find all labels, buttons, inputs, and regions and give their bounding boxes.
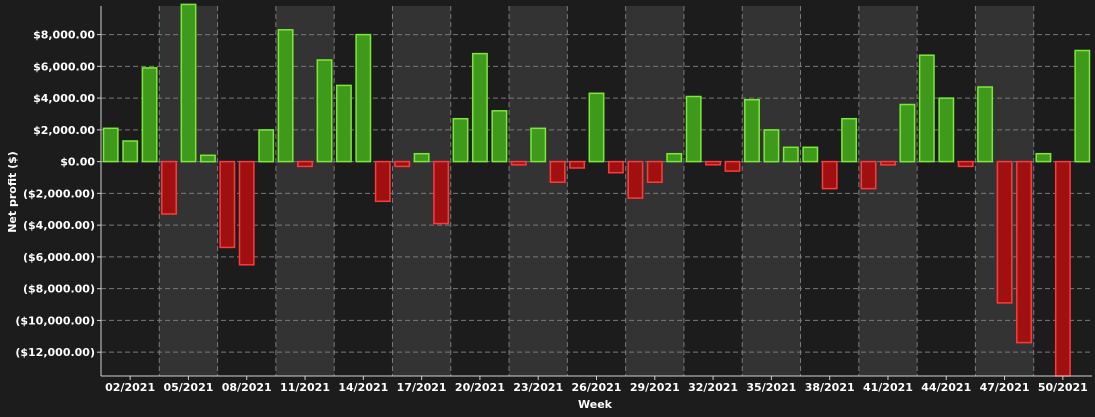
bar-15/2021	[374, 160, 391, 203]
bar-31/2021	[685, 95, 702, 163]
x-tick-label: 23/2021	[513, 381, 563, 394]
bar-50/2021	[1054, 160, 1071, 377]
bar-43/2021	[918, 54, 935, 163]
bar-39/2021	[841, 117, 858, 163]
bar-46/2021	[977, 86, 994, 163]
x-tick-label: 47/2021	[980, 381, 1030, 394]
y-axis-title: Net profit ($)	[6, 151, 19, 233]
x-axis-title: Week	[578, 398, 613, 411]
bar-36/2021	[782, 146, 799, 163]
y-tick-label: ($4,000.00)	[23, 219, 95, 232]
bar-09/2021	[258, 129, 275, 163]
y-tick-label: ($8,000.00)	[23, 283, 95, 296]
bar-24/2021	[549, 160, 566, 183]
bar-49/2021	[1035, 152, 1052, 163]
y-tick-label: $6,000.00	[33, 60, 95, 73]
bar-34/2021	[744, 98, 760, 163]
bar-11/2021	[297, 160, 313, 168]
y-tick-label: ($2,000.00)	[23, 187, 95, 200]
bars	[102, 3, 1091, 377]
bar-28/2021	[627, 160, 644, 199]
bar-33/2021	[724, 160, 741, 172]
bar-14/2021	[355, 33, 372, 163]
x-tick-label: 41/2021	[863, 381, 913, 394]
bar-10/2021	[277, 29, 294, 163]
bar-48/2021	[1016, 160, 1032, 344]
bar-05/2021	[180, 3, 197, 163]
y-tick-label: $4,000.00	[33, 92, 95, 105]
x-tick-label: 14/2021	[338, 381, 388, 394]
x-tick-label: 02/2021	[105, 381, 155, 394]
x-tick-label: 29/2021	[630, 381, 680, 394]
y-tick-label: $8,000.00	[33, 29, 95, 42]
bar-12/2021	[316, 59, 333, 163]
bar-51/2021	[1074, 49, 1091, 163]
bar-20/2021	[471, 52, 488, 163]
y-tick-label: ($12,000.00)	[15, 346, 95, 359]
x-tick-labels: 02/2021 05/2021 08/2021 11/2021 14/2021 17/20…	[105, 376, 1088, 394]
bar-21/2021	[491, 110, 508, 163]
bar-38/2021	[821, 160, 838, 190]
bar-30/2021	[666, 152, 683, 163]
x-tick-label: 26/2021	[572, 381, 622, 394]
bar-47/2021	[996, 160, 1013, 304]
x-tick-label: 11/2021	[280, 381, 330, 394]
y-tick-label: $0.00	[60, 156, 95, 169]
background-band	[858, 6, 918, 376]
bar-22/2021	[510, 160, 527, 166]
bar-08/2021	[238, 160, 255, 266]
bar-04/2021	[161, 160, 177, 215]
bar-40/2021	[860, 160, 877, 190]
x-tick-label: 05/2021	[163, 381, 213, 394]
x-tick-label: 32/2021	[688, 381, 738, 394]
bar-32/2021	[705, 160, 722, 166]
bar-35/2021	[763, 129, 780, 163]
x-tick-label: 17/2021	[397, 381, 447, 394]
bar-02/2021	[122, 140, 139, 163]
bar-29/2021	[646, 160, 663, 183]
bar-01/2021	[102, 127, 119, 163]
y-tick-label: $2,000.00	[33, 124, 95, 137]
bar-25/2021	[569, 160, 586, 169]
bar-42/2021	[899, 103, 916, 163]
x-tick-label: 08/2021	[222, 381, 272, 394]
bar-27/2021	[607, 160, 624, 174]
bar-18/2021	[433, 160, 450, 225]
x-tick-label: 38/2021	[805, 381, 855, 394]
bar-26/2021	[588, 92, 605, 163]
x-tick-label: 50/2021	[1038, 381, 1088, 394]
bar-03/2021	[141, 67, 158, 163]
bar-19/2021	[452, 117, 469, 163]
y-tick-label: ($10,000.00)	[15, 314, 95, 327]
x-tick-label: 44/2021	[921, 381, 971, 394]
bar-23/2021	[530, 127, 547, 163]
bar-45/2021	[957, 160, 974, 168]
bar-41/2021	[880, 160, 896, 166]
bar-17/2021	[413, 152, 430, 163]
x-tick-label: 20/2021	[455, 381, 505, 394]
x-tick-label: 35/2021	[746, 381, 796, 394]
y-tick-labels: $8,000.00 $6,000.00 $4,000.00 $2,000.00 $0.0…	[15, 29, 101, 359]
bar-16/2021	[394, 160, 411, 168]
bar-07/2021	[219, 160, 236, 249]
y-tick-label: ($6,000.00)	[23, 251, 95, 264]
background-band	[509, 6, 568, 376]
background-band	[742, 6, 801, 376]
bar-44/2021	[938, 97, 955, 163]
bar-37/2021	[802, 146, 819, 163]
bar-13/2021	[335, 84, 352, 163]
bar-06/2021	[199, 154, 216, 163]
